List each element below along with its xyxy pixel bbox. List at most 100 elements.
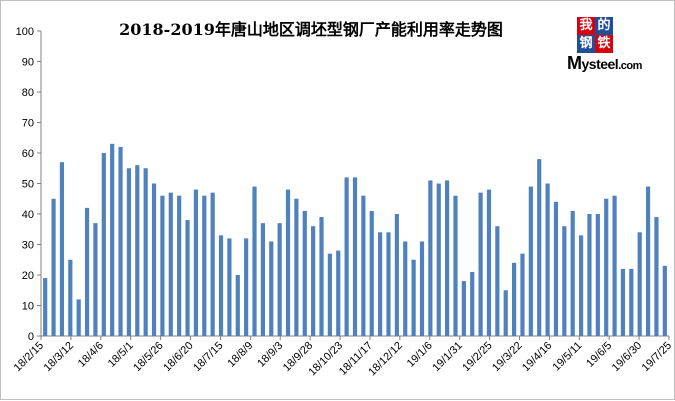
x-tick-label: 18/5/26 [131,340,165,374]
x-tick-label: 18/3/12 [42,340,76,374]
bar [419,241,425,336]
bar [637,232,642,336]
bar [285,189,291,336]
bar [604,198,609,336]
bar [277,223,282,336]
bar [595,214,600,336]
bar [553,201,559,336]
bar [520,253,525,336]
bar [386,232,391,336]
bar [578,235,584,336]
bar [143,168,148,336]
bar [168,192,173,336]
chart-title: 2018-2019年唐山地区调坯型钢厂产能利用率走势图 [119,20,503,39]
logo-cell-3: 钢 [577,35,595,53]
x-tick-label: 18/6/20 [161,340,195,374]
mysteel-logo: 我 的 钢 铁 Mysteel.com [567,17,657,73]
bar [202,195,207,336]
bar [612,195,617,336]
logo-text-m: M [567,53,582,73]
y-tick-label: 20 [22,270,34,282]
y-tick-label: 40 [22,209,34,221]
bar [160,195,165,336]
bar [336,250,341,336]
bar [269,241,274,336]
bar [135,165,140,336]
y-tick-label: 70 [22,118,34,130]
bar [210,192,215,336]
bar [361,195,366,336]
bar [319,217,324,336]
bar [378,232,383,336]
bar [570,210,575,336]
x-tick-label: 19/4/16 [520,340,554,374]
bar [478,192,483,336]
logo-cell-2: 的 [595,17,613,35]
x-tick-label: 19/6/30 [610,340,644,374]
bar [453,195,458,336]
y-tick-label: 100 [16,26,34,38]
logo-cell-1: 我 [577,17,595,35]
bar [620,268,626,336]
bar [218,235,224,336]
bar [51,198,56,336]
y-tick-label: 30 [22,240,34,252]
logo-cell-4: 铁 [595,35,613,53]
bar [461,281,466,336]
y-tick-label: 60 [22,148,34,160]
bar [227,238,232,336]
y-tick-label: 50 [22,179,34,191]
x-tick-label: 19/3/22 [490,340,524,374]
bar [311,226,316,336]
bar [528,186,533,336]
bar [403,241,408,336]
logo-wordmark: Mysteel.com [567,53,642,74]
bar [394,214,399,336]
bar [344,177,349,336]
bar [252,186,257,336]
y-tick-label: 80 [22,87,34,99]
bar [260,223,265,336]
bar [470,271,475,336]
bar [428,180,433,336]
bar [43,278,48,336]
bar [302,210,307,336]
bar [294,198,299,336]
bar [662,265,667,336]
y-tick-label: 90 [22,57,34,69]
bar [369,210,374,336]
logo-icon: 我 的 钢 铁 [577,17,613,53]
bar [110,143,115,336]
bar [562,226,567,336]
bar [101,153,106,336]
x-tick-label: 19/1/31 [430,340,464,374]
x-tick-label: 19/7/25 [640,340,674,374]
bar [235,275,240,336]
bar [327,253,332,336]
bar [177,195,182,336]
x-tick-label: 18/2/15 [12,340,46,374]
bar [411,259,416,336]
bar [436,183,441,336]
bar [126,168,132,336]
bar [193,189,198,336]
bar [59,162,65,336]
bar [118,146,123,336]
bar [486,189,492,336]
bar [645,186,651,336]
y-tick-label: 0 [28,331,34,343]
x-tick-label: 19/5/11 [551,340,585,374]
bar [151,183,157,336]
bar [654,217,659,336]
bar [244,238,249,336]
bar [84,207,90,336]
bar [495,226,500,336]
logo-text-com: .com [618,60,642,72]
bar [512,262,517,336]
logo-text-ysteel: ysteel [581,56,619,72]
bar [76,299,81,336]
bar [185,220,190,336]
bar [445,180,450,336]
x-tick-label: 18/8/9 [225,340,255,370]
